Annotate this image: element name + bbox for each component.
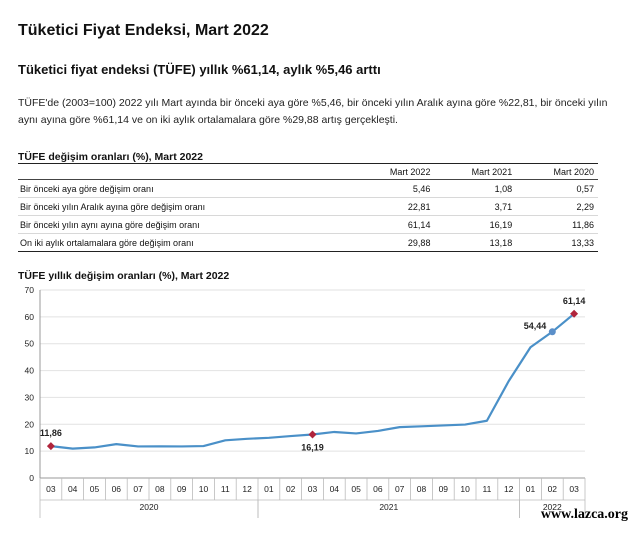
table-cell: 13,33 (571, 237, 594, 248)
table-cell: 5,46 (412, 183, 431, 194)
x-tick-label: 02 (548, 484, 558, 494)
x-tick-label: 06 (373, 484, 383, 494)
x-tick-label: 07 (395, 484, 405, 494)
table-cell: 1,08 (494, 183, 513, 194)
series-line (50, 312, 575, 450)
table-cell: 3,71 (494, 201, 513, 212)
x-tick-label: 08 (417, 484, 427, 494)
rate-table: Mart 2022 Mart 2021 Mart 2020 Bir önceki… (18, 163, 598, 252)
data-point-marker (308, 430, 317, 439)
data-point-marker (46, 442, 55, 451)
table-row: Bir önceki aya göre değişim oranı 5,46 1… (18, 180, 598, 198)
table-row: Bir önceki yılın Aralık ayına göre değiş… (18, 198, 598, 216)
x-tick-label: 05 (90, 484, 100, 494)
row-label: Bir önceki aya göre değişim oranı (20, 183, 154, 194)
x-tick-label: 10 (460, 484, 470, 494)
x-tick-label: 02 (286, 484, 296, 494)
table-title: TÜFE değişim oranları (%), Mart 2022 (18, 151, 203, 163)
year-label: 2020 (140, 502, 159, 512)
table-header-cell: Mart 2022 (389, 166, 431, 177)
table-cell: 2,29 (576, 201, 594, 212)
table-cell: 16,19 (489, 219, 513, 230)
x-tick-label: 04 (68, 484, 78, 494)
y-tick-label: 60 (25, 312, 35, 322)
x-tick-label: 03 (569, 484, 579, 494)
page-title: Tüketici Fiyat Endeksi, Mart 2022 (18, 22, 269, 39)
table-header-cell: Mart 2021 (471, 166, 513, 177)
x-tick-label: 09 (177, 484, 187, 494)
x-tick-label: 01 (264, 484, 274, 494)
data-label: 11,86 (40, 428, 62, 438)
table-row: Bir önceki yılın aynı ayına göre değişim… (18, 216, 598, 234)
y-tick-label: 30 (25, 392, 35, 402)
table-header-row: Mart 2022 Mart 2021 Mart 2020 (18, 163, 598, 180)
table-cell: 61,14 (407, 219, 431, 230)
x-tick-label: 09 (439, 484, 449, 494)
subtitle: Tüketici fiyat endeksi (TÜFE) yıllık %61… (18, 62, 381, 77)
x-tick-label: 06 (112, 484, 122, 494)
watermark: www.lazca.org (540, 507, 628, 522)
x-tick-label: 08 (155, 484, 165, 494)
x-tick-label: 12 (504, 484, 514, 494)
table-cell: 11,86 (572, 219, 594, 230)
x-tick-label: 11 (221, 484, 230, 494)
data-label: 54,44 (524, 321, 547, 331)
y-tick-label: 40 (25, 366, 35, 376)
description: TÜFE'de (2003=100) 2022 yılı Mart ayında… (18, 97, 608, 126)
table-cell: 13,18 (489, 237, 513, 248)
x-tick-label: 01 (526, 484, 536, 494)
year-label: 2022 (543, 502, 562, 512)
y-tick-label: 70 (25, 285, 35, 295)
table-cell: 29,88 (407, 237, 431, 248)
row-label: Bir önceki yılın aynı ayına göre değişim… (20, 219, 200, 230)
y-tick-label: 0 (29, 473, 34, 483)
row-label: On iki aylık ortalamalara göre değişim o… (20, 237, 194, 248)
data-label: 16,19 (301, 443, 324, 453)
x-tick-label: 04 (330, 484, 340, 494)
x-tick-label: 12 (242, 484, 252, 494)
table-row: On iki aylık ortalamalara göre değişim o… (18, 234, 598, 252)
x-tick-label: 11 (482, 484, 491, 494)
x-tick-label: 03 (46, 484, 56, 494)
chart-title: TÜFE yıllık değişim oranları (%), Mart 2… (18, 270, 230, 282)
x-tick-label: 03 (308, 484, 318, 494)
data-point-marker (570, 309, 579, 318)
x-tick-label: 05 (351, 484, 361, 494)
x-tick-label: 07 (133, 484, 143, 494)
table-cell: 0,57 (576, 183, 594, 194)
y-tick-label: 10 (25, 446, 35, 456)
y-tick-label: 20 (25, 419, 35, 429)
data-point-marker (548, 328, 556, 336)
year-label: 2021 (379, 502, 398, 512)
table-cell: 22,81 (407, 201, 431, 212)
y-tick-label: 50 (25, 339, 35, 349)
table-header-cell: Mart 2020 (553, 166, 594, 177)
x-tick-label: 10 (199, 484, 209, 494)
data-label: 61,14 (563, 296, 586, 306)
row-label: Bir önceki yılın Aralık ayına göre değiş… (20, 201, 206, 212)
